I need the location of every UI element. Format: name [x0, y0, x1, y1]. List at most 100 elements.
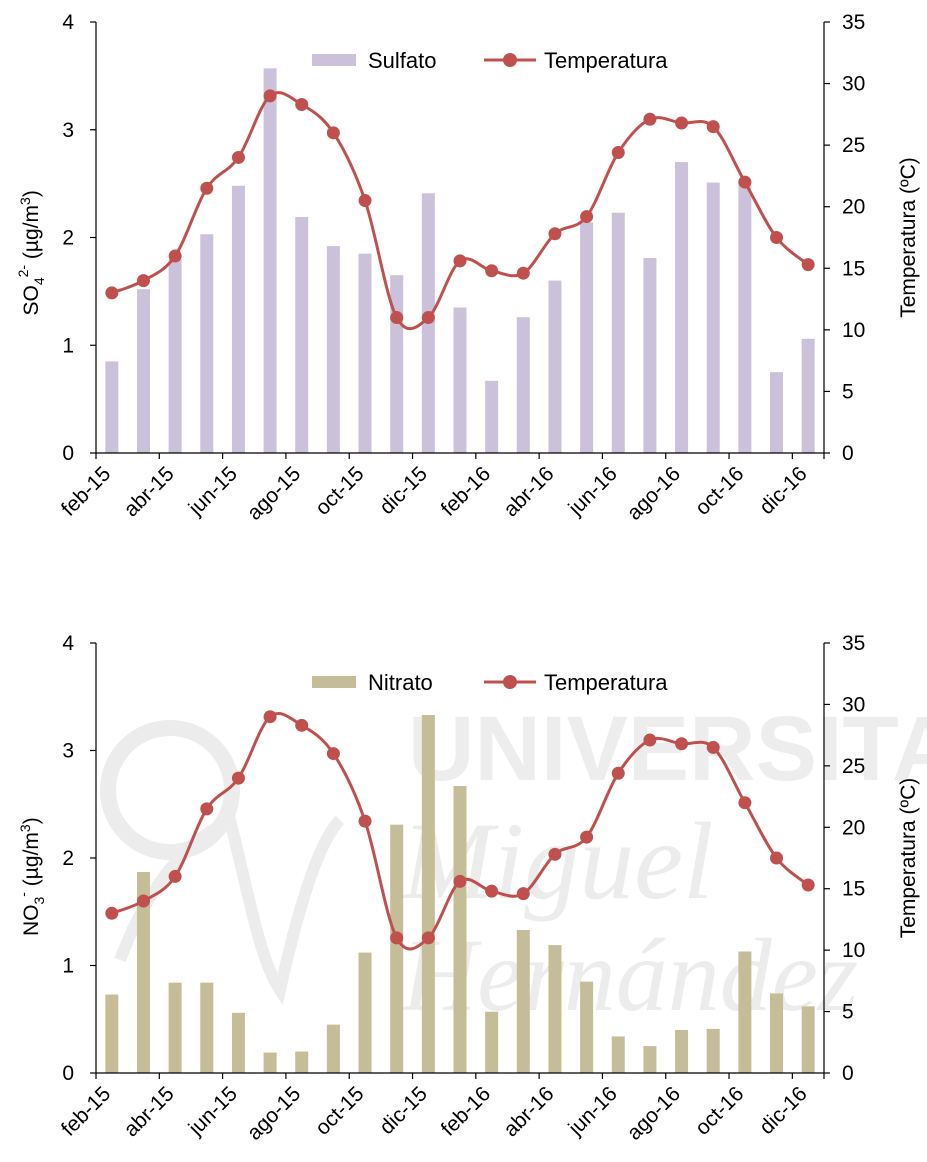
left-tick-label: 4	[62, 632, 74, 655]
left-tick-label: 1	[62, 334, 74, 357]
legend-temperatura-label: Temperatura	[544, 670, 668, 695]
sulfato-temperature-line	[105, 89, 815, 331]
bar	[200, 234, 214, 453]
bar	[168, 259, 182, 453]
temperature-point	[516, 266, 530, 280]
legend-temperatura-marker	[503, 53, 517, 67]
temperature-point	[801, 258, 815, 272]
bar	[580, 981, 594, 1073]
right-tick-label: 5	[842, 380, 854, 403]
right-tick-label: 30	[842, 693, 865, 716]
right-tick-label: 25	[842, 755, 865, 778]
temperature-point	[706, 740, 720, 754]
temperature-line	[111, 711, 810, 951]
x-tick-label: jun-16	[564, 462, 622, 520]
bar	[326, 1024, 340, 1073]
bar	[105, 361, 119, 453]
temperature-point	[675, 737, 689, 751]
x-tick-label: dic-15	[375, 462, 432, 519]
x-tick-label: abr-16	[499, 1082, 558, 1141]
bar	[738, 180, 752, 453]
right-tick-label: 20	[842, 816, 865, 839]
x-tick-label: abr-15	[119, 1082, 178, 1141]
temperature-point	[770, 851, 784, 865]
temperature-point	[706, 120, 720, 134]
x-tick-label: oct-15	[311, 1082, 369, 1140]
sulfato-legend: Sulfato Temperatura	[312, 48, 668, 73]
right-tick-label: 10	[842, 319, 865, 342]
x-tick-label: feb-15	[57, 462, 115, 520]
x-tick-label: oct-15	[311, 462, 369, 520]
bar	[231, 185, 245, 453]
temperature-point	[801, 878, 815, 892]
bar	[485, 380, 499, 453]
bar	[485, 1011, 499, 1073]
bar	[295, 1051, 309, 1073]
bar	[295, 217, 309, 453]
temperature-point	[675, 116, 689, 130]
bar	[105, 994, 119, 1073]
temperature-point	[548, 227, 562, 241]
bar	[706, 182, 720, 454]
x-tick-label: dic-16	[755, 1082, 812, 1139]
right-tick-label: 30	[842, 73, 865, 96]
temperature-point	[105, 906, 119, 920]
nitrato-y-axis-label: NO3- (µg/m3)	[15, 817, 47, 936]
x-tick-label: ago-16	[623, 1082, 686, 1145]
bar	[421, 715, 435, 1073]
sulfato-y-axis-label: SO42- (µg/m3)	[15, 190, 47, 315]
temperature-point	[611, 146, 625, 160]
nitrato-right-y-axis-label: Temperatura (ºC)	[897, 778, 920, 939]
x-tick-label: abr-15	[119, 462, 178, 521]
bar	[358, 952, 372, 1073]
left-tick-label: 2	[62, 227, 74, 250]
bar	[263, 1052, 277, 1073]
right-tick-label: 0	[842, 442, 854, 465]
temperature-point	[326, 126, 340, 140]
sulfato-bars	[105, 68, 815, 454]
temperature-point	[200, 802, 214, 816]
x-tick-label: dic-15	[375, 1082, 432, 1139]
x-tick-label: feb-15	[57, 1082, 115, 1140]
watermark-universitas: UNIVERSITAS	[408, 698, 927, 800]
bar	[453, 785, 467, 1073]
temperature-point	[738, 796, 752, 810]
temperature-point	[263, 89, 277, 103]
x-tick-label: jun-16	[564, 1082, 622, 1140]
temperature-point	[643, 112, 657, 126]
bar	[136, 871, 150, 1073]
temperature-point	[643, 733, 657, 747]
left-tick-label: 3	[62, 740, 74, 763]
bar	[770, 372, 784, 453]
bar	[801, 1006, 815, 1073]
nitrato-bars	[105, 715, 815, 1073]
bar	[580, 222, 594, 453]
watermark-miguel: Miguel	[400, 800, 714, 922]
legend-nitrato-swatch	[312, 676, 356, 688]
left-tick-label: 4	[62, 11, 74, 34]
temperature-point	[770, 231, 784, 244]
nitrato-legend: Nitrato Temperatura	[312, 670, 668, 695]
temperature-point	[516, 887, 530, 901]
temperature-point	[390, 931, 404, 945]
x-tick-label: oct-16	[691, 462, 749, 520]
temperature-point	[200, 181, 214, 195]
temperature-point	[453, 254, 467, 268]
bar	[611, 1036, 625, 1073]
x-tick-label: feb-16	[437, 462, 495, 520]
left-tick-label: 3	[62, 119, 74, 142]
right-tick-label: 0	[842, 1062, 854, 1085]
bar	[263, 68, 277, 454]
x-tick-label: ago-15	[243, 462, 306, 525]
temperature-point	[295, 718, 309, 732]
x-tick-label: feb-16	[437, 1082, 495, 1140]
temperature-point	[580, 210, 594, 224]
bar	[643, 257, 657, 453]
bar	[231, 1012, 245, 1073]
bar	[168, 982, 182, 1073]
left-tick-label: 1	[62, 955, 74, 978]
right-tick-label: 10	[842, 939, 865, 962]
temperature-point	[485, 884, 499, 898]
